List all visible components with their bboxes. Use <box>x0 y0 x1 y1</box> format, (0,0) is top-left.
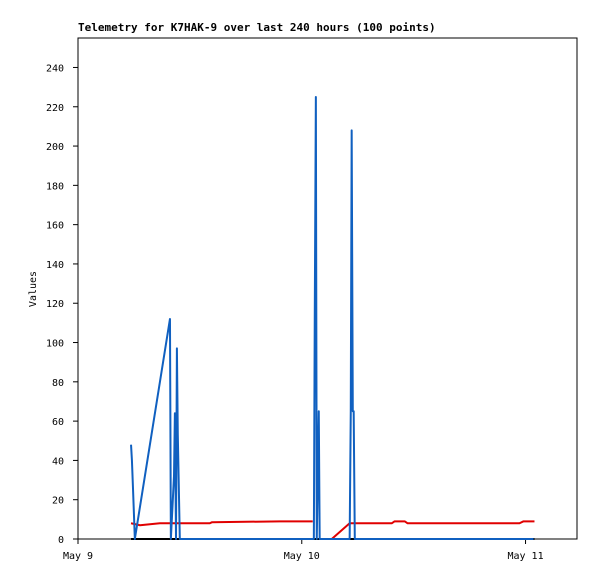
x-tick-label: May 10 <box>284 551 320 562</box>
y-axis-label: Values <box>28 271 39 307</box>
chart-title: Telemetry for K7HAK-9 over last 240 hour… <box>78 21 436 34</box>
y-tick-label: 160 <box>46 221 64 232</box>
y-tick-label: 100 <box>46 339 64 350</box>
y-tick-label: 120 <box>46 299 64 310</box>
y-tick-label: 220 <box>46 103 64 114</box>
y-tick-label: 200 <box>46 142 64 153</box>
y-tick-label: 40 <box>52 456 64 467</box>
y-tick-label: 80 <box>52 378 64 389</box>
y-tick-label: 180 <box>46 181 64 192</box>
y-tick-label: 140 <box>46 260 64 271</box>
x-tick-label: May 9 <box>63 551 93 562</box>
y-tick-label: 20 <box>52 496 64 507</box>
plot-frame <box>77 37 578 540</box>
x-tick-label: May 11 <box>507 551 543 562</box>
y-tick-label: 0 <box>58 535 64 546</box>
y-tick-label: 240 <box>46 63 64 74</box>
series-line <box>130 520 535 540</box>
series-line <box>130 95 534 540</box>
y-tick-label: 60 <box>52 417 64 428</box>
